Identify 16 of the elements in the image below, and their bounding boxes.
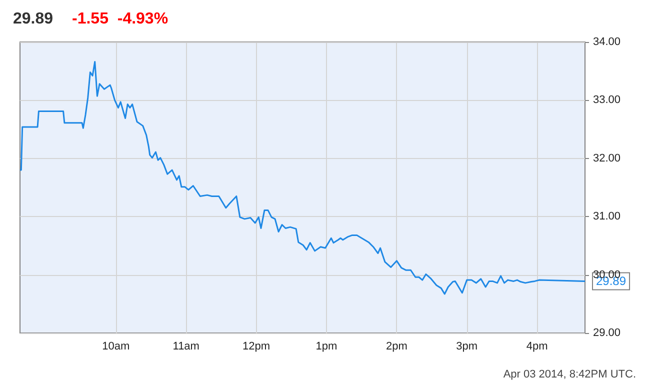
y-tick-label: 34.00 <box>593 36 621 48</box>
text: Apr 03 2014, 8:42PM UTC. <box>503 368 636 380</box>
chart-subtitle: -1.55 -4.93% <box>72 10 168 28</box>
line-series <box>19 61 586 295</box>
y-tick-label: 32.00 <box>593 152 621 164</box>
y-tick-label: 31.00 <box>593 210 621 223</box>
x-tick-label: 4pm <box>526 340 548 352</box>
x-tick-label: 1pm <box>316 340 338 352</box>
y-tick-label: 29.00 <box>593 327 621 339</box>
chart-title: 29.89 <box>13 10 54 28</box>
x-tick-label: 2pm <box>386 340 408 352</box>
x-tick-label: 10am <box>102 340 130 352</box>
x-tick-label: 3pm <box>456 340 478 352</box>
y-tick-label: 33.00 <box>593 94 621 106</box>
x-tick-label: 12pm <box>242 340 270 352</box>
x-tick-label: 11am <box>172 340 200 352</box>
